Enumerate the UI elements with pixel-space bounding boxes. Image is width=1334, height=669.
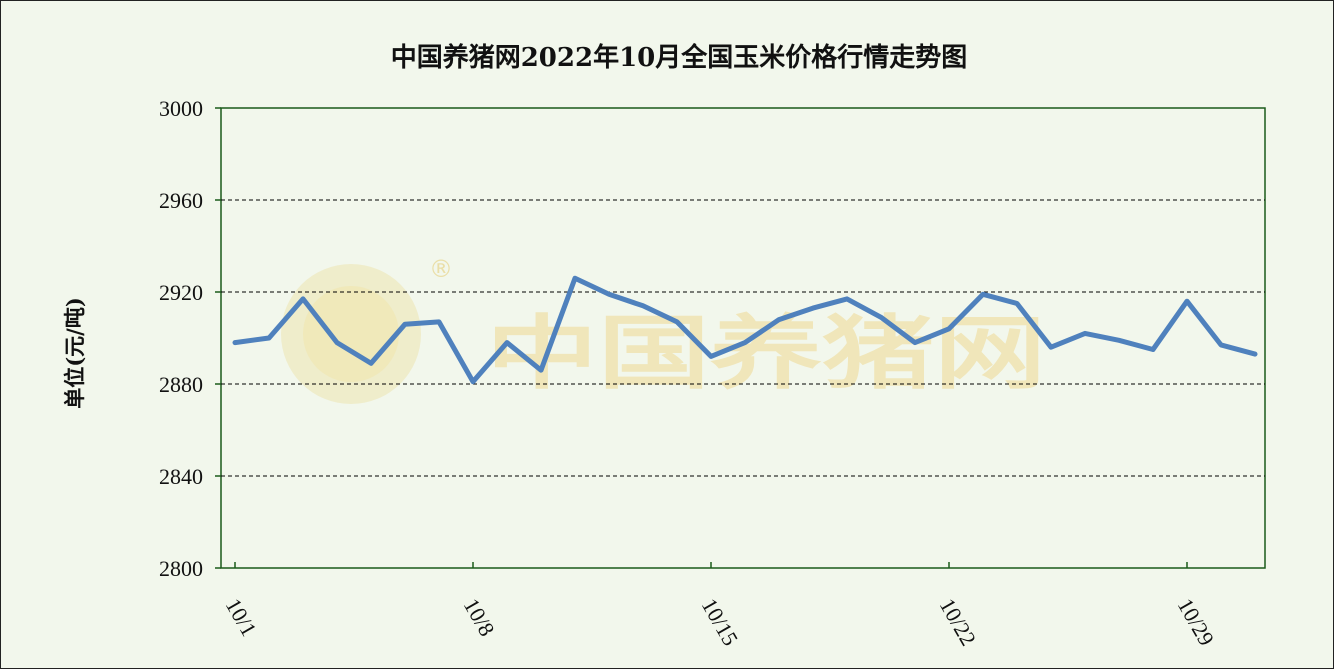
x-tick-label: 10/8 bbox=[459, 594, 500, 640]
data-point bbox=[1218, 342, 1224, 348]
y-tick-label: 2880 bbox=[159, 372, 203, 397]
data-point bbox=[878, 315, 884, 320]
watermark-logo: ® 中国养猪网 bbox=[281, 255, 1046, 404]
data-point bbox=[266, 335, 272, 341]
data-point bbox=[334, 340, 340, 345]
data-point bbox=[1252, 351, 1258, 357]
plot-area bbox=[220, 107, 1266, 569]
data-point bbox=[640, 303, 646, 308]
data-point bbox=[1048, 345, 1054, 350]
data-point bbox=[912, 340, 918, 345]
y-axis-ticks: 2800 2840 2880 2920 2960 3000 bbox=[159, 96, 221, 581]
x-tick-label: 10/1 bbox=[221, 594, 262, 640]
data-point bbox=[538, 368, 544, 373]
data-point bbox=[980, 292, 986, 297]
data-point bbox=[1150, 347, 1156, 352]
data-point bbox=[1184, 299, 1190, 304]
y-tick-label: 2960 bbox=[159, 188, 203, 213]
data-point bbox=[504, 340, 510, 345]
data-point bbox=[1014, 301, 1020, 306]
data-point bbox=[470, 379, 476, 384]
y-tick-label: 2840 bbox=[159, 464, 203, 489]
data-point bbox=[368, 361, 374, 366]
watermark-registered-mark: ® bbox=[429, 255, 453, 283]
x-tick-label: 10/29 bbox=[1173, 594, 1220, 650]
data-point bbox=[436, 319, 442, 325]
chart-title: 中国养猪网2022年10月全国玉米价格行情走势图 bbox=[391, 42, 968, 73]
data-point bbox=[402, 322, 408, 327]
data-point bbox=[1082, 331, 1088, 336]
data-point bbox=[606, 292, 612, 297]
y-tick-label: 2920 bbox=[159, 280, 203, 305]
data-point bbox=[674, 319, 680, 325]
data-point bbox=[776, 317, 782, 322]
data-point bbox=[708, 354, 714, 359]
y-tick-label: 2800 bbox=[159, 556, 203, 581]
x-tick-label: 10/22 bbox=[935, 594, 982, 650]
x-tick-label: 10/15 bbox=[697, 594, 744, 650]
y-axis-label: 单位(元/吨) bbox=[62, 297, 87, 409]
x-axis-ticks: 10/1 10/8 10/15 10/22 10/29 bbox=[221, 562, 1220, 650]
y-tick-label: 3000 bbox=[159, 96, 203, 121]
data-point bbox=[572, 276, 578, 281]
data-point bbox=[742, 340, 748, 345]
data-point bbox=[232, 340, 238, 345]
data-point bbox=[300, 296, 306, 302]
data-point bbox=[810, 305, 816, 311]
data-point bbox=[844, 296, 850, 302]
watermark-text: 中国养猪网 bbox=[486, 307, 1046, 400]
data-point bbox=[1116, 338, 1122, 343]
series-layer bbox=[232, 275, 1258, 385]
gridlines bbox=[221, 199, 1265, 477]
data-point bbox=[946, 326, 952, 331]
